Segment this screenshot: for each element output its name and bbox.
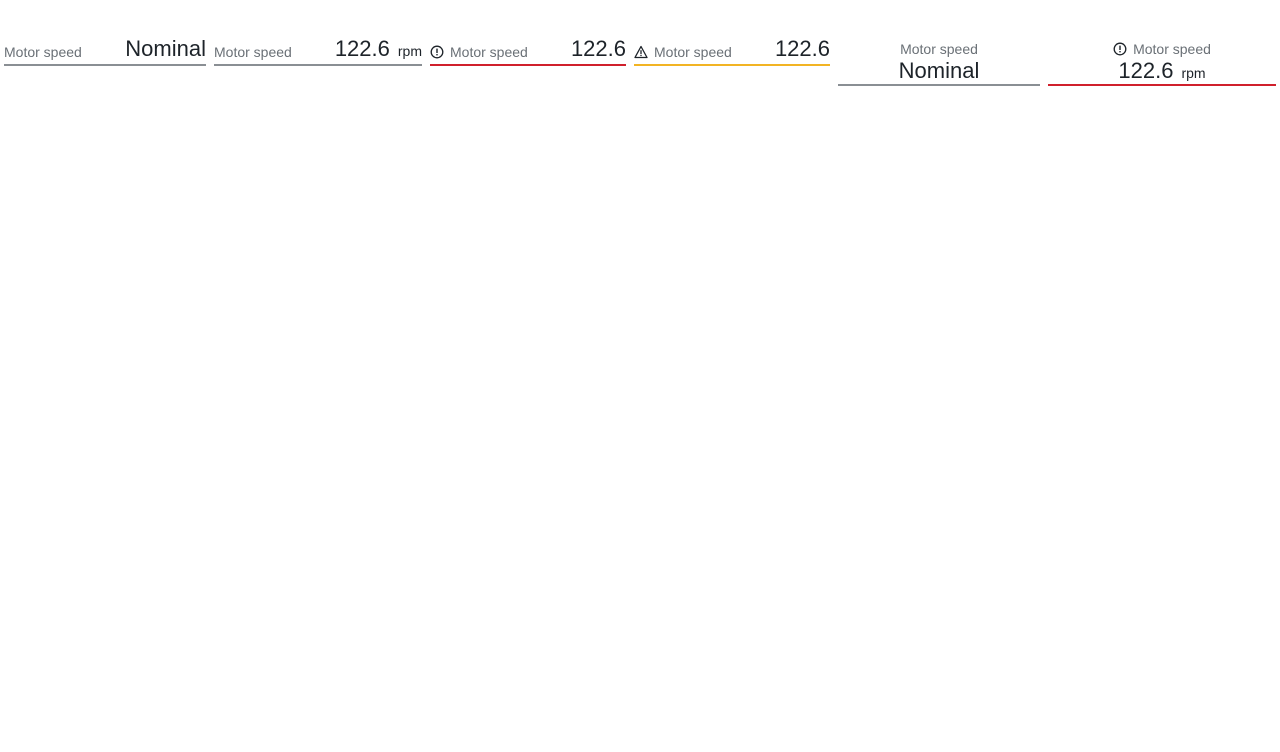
readout-value-group: 122.6 rpm: [335, 37, 422, 61]
readout-value: 122.6: [774, 36, 830, 61]
readout-value: 122.6: [570, 36, 626, 61]
alarm-circle-icon: [1113, 42, 1127, 56]
readout-label: Motor speed: [4, 44, 82, 60]
readout-value-group: 122.6: [571, 37, 626, 61]
readout-unit: rpm: [1181, 65, 1206, 81]
readout-motor-speed-inline-warning: Motor speed 122.6: [634, 37, 830, 66]
readout-label: Motor speed: [900, 41, 978, 57]
readout-motor-speed-stacked-alarm: Motor speed 122.6 rpm: [1048, 40, 1276, 86]
readout-motor-speed-inline-alarm: Motor speed 122.6: [430, 37, 626, 66]
warning-triangle-icon: [634, 45, 648, 59]
readout-unit: rpm: [397, 43, 422, 59]
readout-value-group: Nominal: [125, 37, 206, 61]
readout-value: Nominal: [125, 36, 206, 61]
readout-label: Motor speed: [450, 44, 528, 60]
readout-label: Motor speed: [214, 44, 292, 60]
readout-label-group: Motor speed: [634, 43, 732, 61]
readout-motor-speed-inline-unit: Motor speed 122.6 rpm: [214, 37, 422, 66]
readout-motor-speed-stacked-text: Motor speed Nominal: [838, 40, 1040, 86]
readout-value-group: 122.6 rpm: [1118, 58, 1205, 84]
readout-value: 122.6: [334, 36, 390, 61]
readout-value-group: 122.6: [775, 37, 830, 61]
readout-label: Motor speed: [1133, 41, 1211, 57]
alarm-circle-icon: [430, 45, 444, 59]
readout-label: Motor speed: [654, 44, 732, 60]
readout-motor-speed-inline-text: Motor speed Nominal: [4, 37, 206, 66]
readout-label-group: Motor speed: [430, 43, 528, 61]
readout-value-group: Nominal: [899, 58, 980, 84]
readout-value: 122.6: [1118, 58, 1174, 83]
readout-label-group: Motor speed: [1113, 40, 1211, 58]
readout-value: Nominal: [898, 58, 980, 83]
